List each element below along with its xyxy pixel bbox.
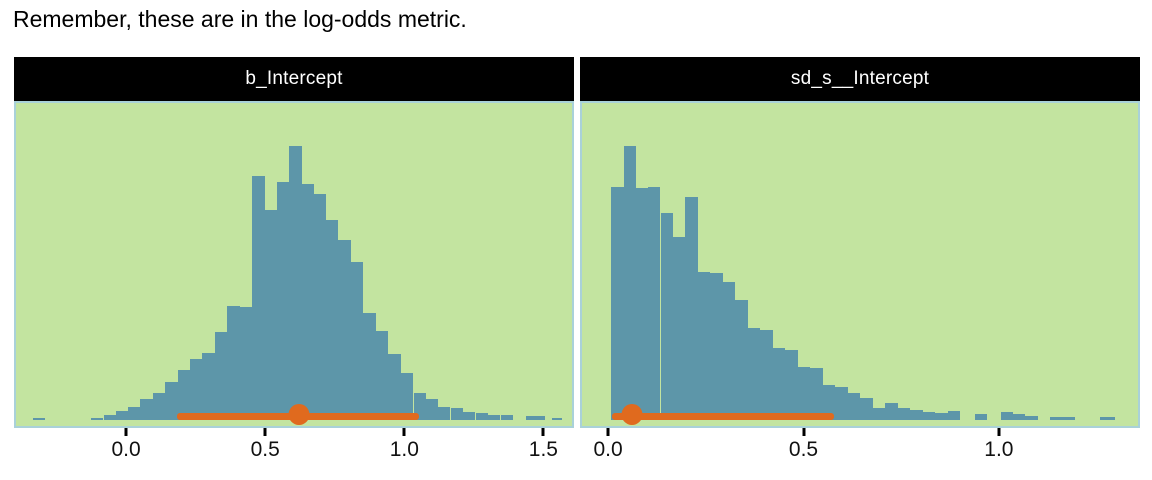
axis-tick-label: 0.0 xyxy=(593,438,623,461)
histogram-bar xyxy=(375,331,389,420)
histogram-bar xyxy=(338,240,351,420)
histogram-bar xyxy=(227,306,240,420)
histogram-bar xyxy=(202,353,215,420)
histogram-bar xyxy=(974,414,988,420)
histogram-bar xyxy=(722,282,736,420)
histogram-bar xyxy=(463,412,476,420)
histogram-bar xyxy=(735,300,748,420)
histogram-bar xyxy=(32,418,46,420)
histogram-bar xyxy=(552,418,563,420)
histogram-bar xyxy=(239,307,253,420)
point-estimate-dot xyxy=(288,404,310,425)
point-estimate-dot xyxy=(621,404,643,425)
histogram-bar xyxy=(1049,417,1075,420)
histogram-bar xyxy=(400,373,414,420)
histogram-bar xyxy=(500,415,513,420)
histogram-bar xyxy=(760,330,773,420)
histogram-bar xyxy=(437,407,451,420)
axis-tick xyxy=(997,428,1001,436)
histogram-bar xyxy=(697,272,711,420)
x-axis: 0.0 0.5 1.0 1.5 xyxy=(14,428,574,472)
facet-strip-label: sd_s__Intercept xyxy=(790,68,930,89)
histogram-bar xyxy=(140,399,153,420)
histogram-bar xyxy=(710,273,723,420)
axis-tick xyxy=(402,428,406,436)
histogram-bar xyxy=(363,313,376,420)
histogram-bar xyxy=(772,348,786,420)
histogram-bar xyxy=(822,385,836,420)
histogram-bar xyxy=(897,408,911,420)
histogram-bar xyxy=(947,411,961,420)
histogram-bar xyxy=(922,412,936,420)
histogram-bar xyxy=(1025,416,1038,420)
axis-tick xyxy=(802,428,805,436)
figure-title: Remember, these are in the log-odds metr… xyxy=(13,6,467,32)
facet-strip-label: b_Intercept xyxy=(245,68,343,89)
histogram-bar xyxy=(91,418,104,420)
histogram-bar xyxy=(860,398,873,420)
axis-tick xyxy=(541,428,545,436)
histogram-bar xyxy=(797,367,811,420)
histogram-bar xyxy=(835,387,848,420)
axis-tick-label: 0.5 xyxy=(250,438,280,461)
histogram-bar xyxy=(115,411,129,420)
plot-panel xyxy=(580,101,1140,428)
axis-tick xyxy=(263,428,267,436)
histogram-bar xyxy=(935,413,948,420)
axis-tick-label: 1.0 xyxy=(984,438,1014,461)
facet-sd-s-intercept: sd_s__Intercept 0.0 0.5 1.0 xyxy=(580,57,1140,472)
histogram-bar xyxy=(450,408,463,420)
axis-tick-label: 0.5 xyxy=(788,438,819,461)
histogram-bar xyxy=(350,262,364,420)
histogram-bar xyxy=(810,368,823,420)
histogram-bar xyxy=(747,328,761,420)
histogram-bar xyxy=(165,382,178,420)
histogram-bar xyxy=(526,416,546,420)
axis-tick-label: 1.5 xyxy=(528,438,558,461)
plot-panel xyxy=(14,101,574,428)
histogram-bar xyxy=(660,213,673,420)
histogram-bar xyxy=(1013,414,1026,420)
facet-strip: sd_s__Intercept xyxy=(580,57,1140,101)
axis-tick xyxy=(124,428,128,436)
histogram-bar xyxy=(685,197,698,420)
histogram-bar xyxy=(325,220,339,420)
histogram-bar xyxy=(1099,417,1115,420)
histogram-bar xyxy=(313,194,327,420)
histogram-bar xyxy=(910,410,923,420)
histogram-bar xyxy=(214,332,228,420)
histogram-bar xyxy=(623,146,636,420)
histogram-bar xyxy=(635,188,648,420)
histogram-bar xyxy=(475,413,488,420)
histogram-bar xyxy=(1000,412,1013,420)
credible-interval-line xyxy=(612,413,835,420)
histogram-bar xyxy=(785,350,798,420)
histogram-bar xyxy=(189,359,203,420)
histogram-bar xyxy=(388,354,401,420)
histogram-bar xyxy=(885,403,898,420)
facet-strip: b_Intercept xyxy=(14,57,574,101)
histogram-bar xyxy=(289,146,302,420)
histogram-bar xyxy=(672,237,686,420)
histogram-bar xyxy=(301,184,315,420)
axis-tick-label: 0.0 xyxy=(111,438,141,461)
x-axis: 0.0 0.5 1.0 xyxy=(580,428,1140,472)
histogram-bar xyxy=(426,399,439,420)
axis-tick-label: 1.0 xyxy=(389,438,419,461)
facet-b-intercept: b_Intercept 0.0 0.5 1.0 1.5 xyxy=(14,57,574,472)
histogram-bar xyxy=(177,370,191,420)
histogram-bar xyxy=(847,393,861,420)
histogram-bar xyxy=(152,393,166,420)
histogram-bar xyxy=(264,210,278,420)
histogram-bar xyxy=(488,415,501,420)
histogram-bar xyxy=(872,408,886,420)
histogram-bar xyxy=(648,187,661,420)
axis-tick xyxy=(606,428,610,436)
histogram-bar xyxy=(252,176,265,420)
histogram-bar xyxy=(103,415,116,420)
histogram-bar xyxy=(128,407,141,420)
histogram-bar xyxy=(611,187,624,420)
histogram-bar xyxy=(276,182,290,420)
